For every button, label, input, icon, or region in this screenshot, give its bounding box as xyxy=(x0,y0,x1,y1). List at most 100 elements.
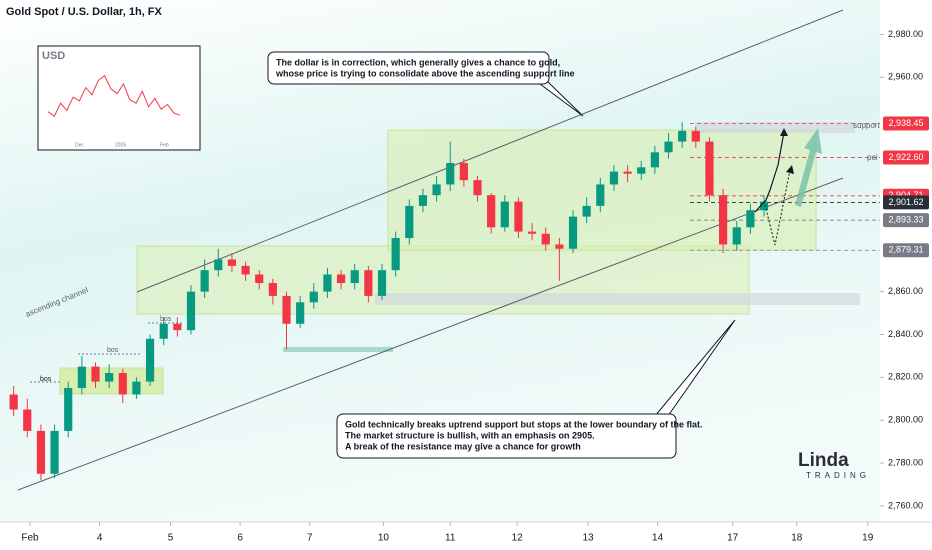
x-tick-label: 7 xyxy=(307,533,313,544)
candle-body xyxy=(296,302,305,324)
candle-body xyxy=(446,163,455,185)
x-tick-label: 18 xyxy=(791,533,803,544)
candle-body xyxy=(691,130,700,142)
y-tick-label: 2,800.00 xyxy=(888,415,923,425)
price-axis-background xyxy=(880,0,932,550)
candle-body xyxy=(391,238,400,271)
price-label: 2,904.71 xyxy=(888,190,923,200)
candle-body xyxy=(77,366,86,389)
candle-body xyxy=(227,259,237,266)
x-tick-label: 4 xyxy=(97,533,103,544)
candle-body xyxy=(23,409,32,431)
candle-body xyxy=(541,233,550,245)
candle-body xyxy=(323,274,332,292)
candle-body xyxy=(664,141,673,153)
inset-title: USD xyxy=(42,50,65,62)
candle-body xyxy=(719,195,728,245)
price-label: 2,879.31 xyxy=(888,245,923,255)
y-tick-label: 2,840.00 xyxy=(888,329,923,339)
y-tick-label: 2,780.00 xyxy=(888,457,923,467)
candle-body xyxy=(350,270,359,284)
candle-body xyxy=(36,430,46,474)
candle-body xyxy=(405,205,414,239)
y-tick-label: 2,860.00 xyxy=(888,286,923,296)
candle-body xyxy=(118,373,127,395)
demand-zone xyxy=(375,293,860,305)
callout-text: whose price is trying to consolidate abo… xyxy=(275,68,575,78)
inset-line xyxy=(47,74,181,118)
y-tick-label: 2,980.00 xyxy=(888,29,923,39)
candle-body xyxy=(64,388,73,431)
candle-body xyxy=(364,270,373,296)
bos-label: bos xyxy=(40,376,52,383)
candle-body xyxy=(159,323,168,339)
candle-body xyxy=(705,141,714,196)
price-label-box xyxy=(883,116,929,131)
y-tick-label: 2,760.00 xyxy=(888,500,923,510)
callout xyxy=(267,51,550,85)
candle-body xyxy=(650,152,659,168)
candle-body xyxy=(568,216,578,249)
bos-label: bos xyxy=(107,347,119,354)
logo-name: Linda xyxy=(798,450,849,471)
arrow-head xyxy=(780,128,788,136)
callout-pointer xyxy=(539,81,584,117)
price-label: 2,938.45 xyxy=(888,118,923,128)
candle-body xyxy=(282,295,291,324)
price-label: 2,922.60 xyxy=(888,152,923,162)
x-tick-label: 14 xyxy=(652,533,664,544)
x-tick-label: 13 xyxy=(582,533,594,544)
inset-x-label: Feb xyxy=(160,142,169,148)
candle-body xyxy=(432,184,441,196)
candle-body xyxy=(746,210,755,228)
arrow-head xyxy=(786,165,794,174)
x-tick-label: 12 xyxy=(512,533,524,544)
price-label-box xyxy=(883,213,929,228)
level-label: support xyxy=(853,121,880,130)
candle-body xyxy=(678,130,687,142)
candle-body xyxy=(759,201,769,211)
candle-body xyxy=(200,270,209,292)
callout-text: Gold technically breaks uptrend support … xyxy=(345,419,703,429)
candle-body xyxy=(105,373,114,382)
x-tick-label: Feb xyxy=(21,533,39,544)
candle-body xyxy=(336,274,346,284)
y-tick-label: 2,960.00 xyxy=(888,72,923,82)
price-label: 2,893.33 xyxy=(888,215,923,225)
inset-x-label: 2025 xyxy=(115,142,126,148)
supply-zone xyxy=(695,122,855,133)
candle-body xyxy=(514,201,523,232)
candle-body xyxy=(186,291,196,331)
callout-text: The dollar is in correction, which gener… xyxy=(276,57,560,67)
x-tick-label: 17 xyxy=(727,533,739,544)
inset-x-label: Dec xyxy=(75,142,84,148)
candle-body xyxy=(637,167,646,174)
candle-body xyxy=(377,270,387,296)
bos-label: bos xyxy=(160,316,172,323)
candle-body xyxy=(418,195,428,206)
candle-body xyxy=(732,227,741,245)
candle-body xyxy=(309,291,318,303)
demand-zone xyxy=(283,347,393,352)
candle-body xyxy=(596,184,605,206)
y-tick-label: 2,820.00 xyxy=(888,372,923,382)
callout-pointer xyxy=(654,319,736,417)
logo-sub: TRADING xyxy=(806,471,870,480)
price-label-box xyxy=(883,195,929,210)
price-label-box xyxy=(883,243,929,258)
candle-body xyxy=(500,201,509,228)
candle-body xyxy=(241,265,250,275)
channel-line xyxy=(17,177,844,491)
inset-marks xyxy=(47,74,181,118)
candle-body xyxy=(50,430,59,474)
level-label: poi xyxy=(867,153,878,162)
candle-body xyxy=(473,180,482,196)
x-tick-label: 6 xyxy=(237,533,243,544)
inset-frame xyxy=(37,45,201,151)
x-tick-label: 5 xyxy=(168,533,174,544)
price-label-box xyxy=(883,150,929,165)
projection-arrow xyxy=(754,131,785,213)
callout-text: A break of the resistance may give a cha… xyxy=(345,441,581,451)
marks xyxy=(9,122,880,481)
